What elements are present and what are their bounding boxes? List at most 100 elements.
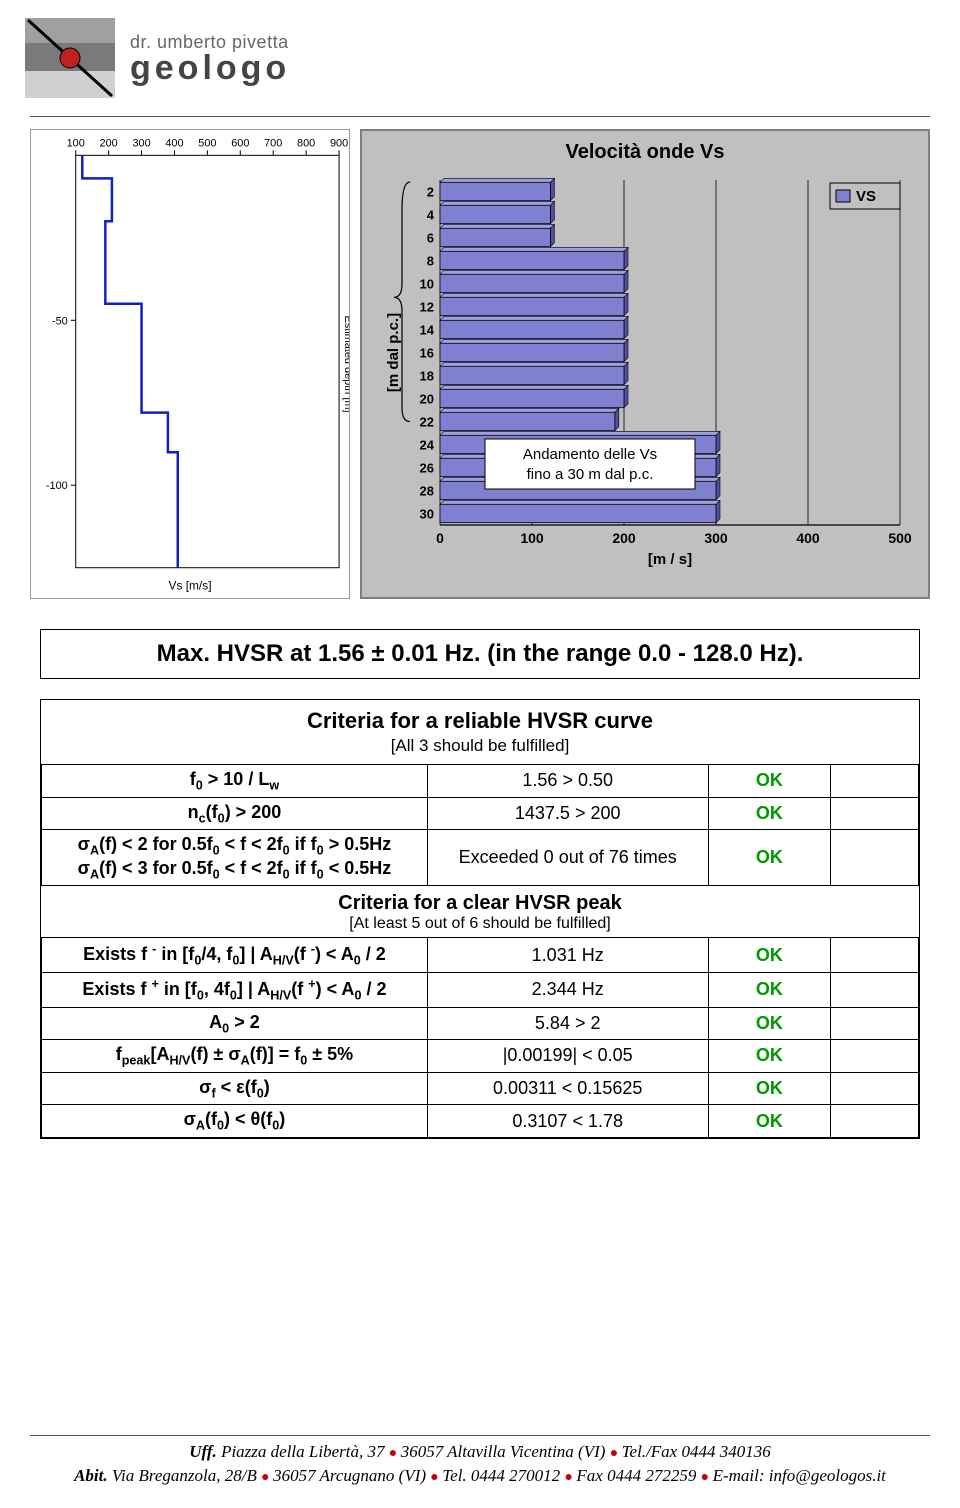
- hvsr-banner: Max. HVSR at 1.56 ± 0.01 Hz. (in the ran…: [40, 629, 920, 679]
- empty-cell: [831, 1072, 919, 1105]
- logo-subtitle: geologo: [130, 53, 290, 84]
- svg-text:8: 8: [427, 254, 434, 269]
- status-cell: OK: [708, 830, 831, 886]
- svg-text:6: 6: [427, 231, 434, 246]
- empty-cell: [831, 972, 919, 1007]
- svg-text:0: 0: [436, 530, 444, 546]
- footer-line-1: Uff. Piazza della Libertà, 37 ● 36057 Al…: [0, 1440, 960, 1464]
- footer-email: E-mail: info@geologos.it: [713, 1466, 886, 1485]
- svg-text:Vs [m/s]: Vs [m/s]: [169, 579, 212, 593]
- value-cell: |0.00199| < 0.05: [427, 1040, 708, 1073]
- svg-text:400: 400: [165, 137, 183, 149]
- svg-text:100: 100: [67, 137, 85, 149]
- status-cell: OK: [708, 797, 831, 830]
- logo-icon: [20, 8, 120, 108]
- status-cell: OK: [708, 1105, 831, 1138]
- logo-block: dr. umberto pivetta geologo: [20, 8, 940, 108]
- criteria2-title: Criteria for a clear HVSR peak: [41, 886, 919, 915]
- svg-text:22: 22: [420, 415, 434, 430]
- status-cell: OK: [708, 1040, 831, 1073]
- value-cell: 1437.5 > 200: [427, 797, 708, 830]
- table-row: σf < ε(f0)0.00311 < 0.15625OK: [42, 1072, 919, 1105]
- svg-text:20: 20: [420, 392, 434, 407]
- value-cell: 0.00311 < 0.15625: [427, 1072, 708, 1105]
- status-cell: OK: [708, 1072, 831, 1105]
- table-row: σA(f) < 2 for 0.5f0 < f < 2f0 if f0 > 0.…: [42, 830, 919, 886]
- criteria2-subtitle: [At least 5 out of 6 should be fulfilled…: [41, 915, 919, 937]
- svg-text:500: 500: [198, 137, 216, 149]
- table-row: f0 > 10 / Lw1.56 > 0.50OK: [42, 765, 919, 798]
- vs-bar-chart: Velocità onde Vs 0100200300400500[m / s]…: [360, 129, 930, 599]
- empty-cell: [831, 1007, 919, 1040]
- svg-text:900: 900: [330, 137, 348, 149]
- svg-text:200: 200: [100, 137, 118, 149]
- footer-city2: 36057 Arcugnano (VI): [273, 1466, 426, 1485]
- footer-addr2: Via Breganzola, 28/B: [112, 1466, 257, 1485]
- svg-text:600: 600: [231, 137, 249, 149]
- footer-tel2: Tel. 0444 270012: [442, 1466, 560, 1485]
- svg-text:500: 500: [888, 530, 912, 546]
- criteria1-subtitle: [All 3 should be fulfilled]: [41, 736, 919, 764]
- criteria-cell: σf < ε(f0): [42, 1072, 428, 1105]
- svg-text:[m / s]: [m / s]: [648, 551, 692, 568]
- svg-text:12: 12: [420, 300, 434, 315]
- dot-icon: ●: [701, 1470, 713, 1485]
- svg-text:Estimated depth [m]: Estimated depth [m]: [342, 315, 349, 412]
- charts-row: 100200300400500600700800900-50-100Estima…: [0, 129, 960, 599]
- table-row: fpeak[AH/V(f) ± σA(f)] = f0 ± 5%|0.00199…: [42, 1040, 919, 1073]
- footer-fax2: Fax 0444 272259: [576, 1466, 696, 1485]
- svg-text:4: 4: [427, 208, 435, 223]
- status-cell: OK: [708, 972, 831, 1007]
- value-cell: 2.344 Hz: [427, 972, 708, 1007]
- value-cell: 5.84 > 2: [427, 1007, 708, 1040]
- svg-text:Andamento delle Vs: Andamento delle Vs: [523, 446, 657, 463]
- svg-text:-100: -100: [46, 480, 68, 492]
- svg-text:28: 28: [420, 484, 434, 499]
- dot-icon: ●: [430, 1470, 442, 1485]
- svg-text:300: 300: [704, 530, 728, 546]
- svg-text:fino a 30 m dal p.c.: fino a 30 m dal p.c.: [527, 466, 654, 483]
- value-cell: 1.56 > 0.50: [427, 765, 708, 798]
- svg-text:VS: VS: [856, 188, 876, 205]
- table-row: Exists f + in [f0, 4f0] | AH/V(f +) < A0…: [42, 972, 919, 1007]
- criteria-cell: nc(f0) > 200: [42, 797, 428, 830]
- header-rule: [30, 116, 930, 117]
- svg-text:700: 700: [264, 137, 282, 149]
- dot-icon: ●: [610, 1446, 622, 1461]
- page-footer: Uff. Piazza della Libertà, 37 ● 36057 Al…: [0, 1431, 960, 1488]
- table-row: σA(f0) < θ(f0)0.3107 < 1.78OK: [42, 1105, 919, 1138]
- svg-text:30: 30: [420, 507, 434, 522]
- table-row: Exists f - in [f0/4, f0] | AH/V(f -) < A…: [42, 938, 919, 973]
- svg-text:24: 24: [420, 438, 435, 453]
- svg-text:400: 400: [796, 530, 820, 546]
- criteria-cell: σA(f0) < θ(f0): [42, 1105, 428, 1138]
- footer-line-2: Abit. Via Breganzola, 28/B ● 36057 Arcug…: [0, 1464, 960, 1488]
- footer-city1: 36057 Altavilla Vicentina (VI): [401, 1442, 606, 1461]
- status-cell: OK: [708, 765, 831, 798]
- svg-text:800: 800: [297, 137, 315, 149]
- empty-cell: [831, 797, 919, 830]
- dot-icon: ●: [261, 1470, 273, 1485]
- criteria-box: Criteria for a reliable HVSR curve [All …: [40, 699, 920, 1139]
- svg-text:10: 10: [420, 277, 434, 292]
- status-cell: OK: [708, 938, 831, 973]
- svg-text:26: 26: [420, 461, 434, 476]
- empty-cell: [831, 1105, 919, 1138]
- svg-text:-50: -50: [52, 315, 68, 327]
- status-cell: OK: [708, 1007, 831, 1040]
- svg-text:18: 18: [420, 369, 434, 384]
- empty-cell: [831, 765, 919, 798]
- dot-icon: ●: [564, 1470, 576, 1485]
- svg-text:14: 14: [420, 323, 435, 338]
- page-header: dr. umberto pivetta geologo: [0, 0, 960, 112]
- right-chart-title: Velocità onde Vs: [372, 141, 918, 164]
- value-cell: 1.031 Hz: [427, 938, 708, 973]
- svg-text:16: 16: [420, 346, 434, 361]
- criteria-cell: Exists f - in [f0/4, f0] | AH/V(f -) < A…: [42, 938, 428, 973]
- empty-cell: [831, 830, 919, 886]
- svg-text:300: 300: [132, 137, 150, 149]
- criteria-cell: Exists f + in [f0, 4f0] | AH/V(f +) < A0…: [42, 972, 428, 1007]
- footer-abit-label: Abit.: [74, 1466, 108, 1485]
- empty-cell: [831, 1040, 919, 1073]
- svg-text:2: 2: [427, 185, 434, 200]
